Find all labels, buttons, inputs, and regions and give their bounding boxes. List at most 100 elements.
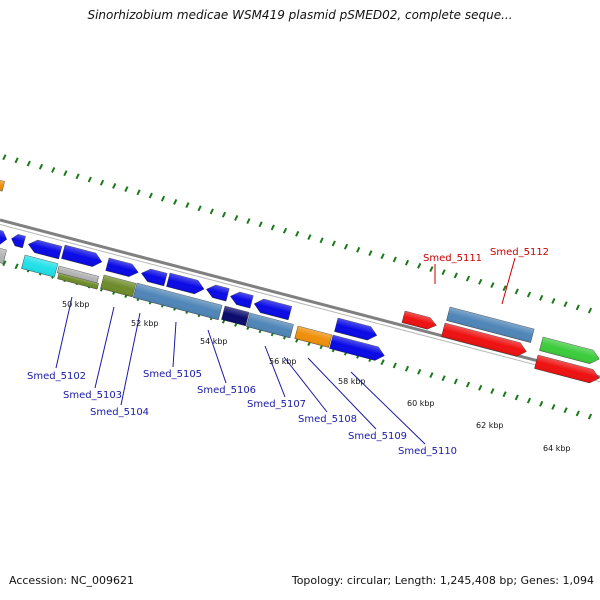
scale-tick <box>453 378 458 385</box>
gene-label: Smed_5106 <box>197 385 256 396</box>
scale-tick <box>404 259 410 266</box>
scale-tick <box>551 404 556 410</box>
scale-tick <box>539 294 544 301</box>
label-leader-line <box>207 329 227 384</box>
gene-feature <box>446 306 535 343</box>
gene-feature <box>105 257 139 277</box>
scale-tick <box>587 413 593 420</box>
scale-tick <box>197 205 202 212</box>
feature-shine <box>133 283 223 320</box>
gene-feature <box>21 254 59 278</box>
feature-shine <box>230 292 254 309</box>
scale-tick <box>453 272 458 279</box>
scale-tick <box>173 198 178 205</box>
gene-feature <box>61 244 103 267</box>
scale-label: 50 kbp <box>62 300 90 309</box>
scale-tick <box>429 266 434 272</box>
label-leader-line <box>120 312 141 406</box>
scale-tick <box>185 202 190 209</box>
scale-tick <box>148 192 153 199</box>
label-leaders <box>55 257 516 445</box>
scale-tick <box>417 262 422 269</box>
scale-tick <box>221 211 227 218</box>
gene-label: Smed_5107 <box>247 399 306 410</box>
feature-shine <box>334 318 377 341</box>
scale-tick <box>234 214 239 221</box>
gene-feature <box>230 291 254 309</box>
gene-feature <box>141 268 168 287</box>
scale-tick <box>551 298 556 304</box>
feature-shine <box>441 323 527 357</box>
feature-shine <box>294 326 332 348</box>
feature-shine <box>61 245 102 267</box>
accession-text: Accession: NC_009621 <box>9 574 135 587</box>
gene-feature <box>246 312 294 339</box>
scale-tick <box>380 253 385 260</box>
gene-feature <box>401 310 437 330</box>
gene-feature <box>329 334 385 361</box>
gene-feature <box>294 325 333 348</box>
gene-feature <box>28 239 63 260</box>
gene-label: Smed_5108 <box>298 414 357 425</box>
scale-tick <box>319 237 324 244</box>
scale-tick <box>441 269 446 276</box>
label-leader-line <box>94 306 115 389</box>
gene-feature <box>334 317 378 341</box>
gene-feature <box>206 284 230 302</box>
scale-tick <box>51 167 56 173</box>
scale-tick <box>112 182 117 189</box>
scale-label: 60 kbp <box>407 399 435 408</box>
gene-feature <box>0 178 5 192</box>
feature-shine <box>401 311 437 330</box>
gene-label: Smed_5105 <box>143 369 202 380</box>
scale-tick <box>368 250 373 256</box>
scale-label: 54 kbp <box>200 337 228 346</box>
gene-label: Smed_5112 <box>490 247 549 258</box>
scale-label: 52 kbp <box>131 319 159 328</box>
scale-tick <box>343 243 349 250</box>
gene-label: Smed_5111 <box>423 253 482 264</box>
feature-shine <box>254 299 292 320</box>
label-leader-line <box>55 296 73 369</box>
gene-label: Smed_5109 <box>348 431 407 442</box>
scale-tick <box>26 160 31 167</box>
scale-tick <box>2 154 7 161</box>
feature-shine <box>141 269 168 286</box>
backbone-shadow <box>0 224 600 383</box>
scale-tick <box>331 240 336 247</box>
scale-tick <box>575 304 580 311</box>
feature-shine <box>206 285 230 302</box>
gene-feature <box>100 274 137 298</box>
scale-tick <box>87 176 92 183</box>
scale-label: 58 kbp <box>338 377 366 386</box>
scale-tick <box>124 186 129 193</box>
scale-tick <box>2 260 7 267</box>
feature-shine <box>534 355 600 383</box>
scale-tick <box>490 282 495 288</box>
scale-tick <box>258 221 263 228</box>
gene-label: Smed_5102 <box>27 371 86 382</box>
label-leader-line <box>283 356 328 413</box>
scale-tick <box>99 179 105 186</box>
feature-shine <box>446 307 535 343</box>
scale-label: 62 kbp <box>476 421 504 430</box>
scale-label: 56 kbp <box>269 357 297 366</box>
feature-shine <box>28 240 62 259</box>
feature-shine <box>329 335 385 361</box>
scale-tick <box>38 163 44 170</box>
feature-shine <box>100 275 136 297</box>
scale-labels: 50 kbp 52 kbp 54 kbp 56 kbp 58 kbp 60 kbp 62 k… <box>62 300 571 453</box>
gene-feature <box>441 322 527 357</box>
scale-tick <box>514 394 519 401</box>
gene-label: Smed_5104 <box>90 407 149 418</box>
scale-tick <box>502 285 507 292</box>
scale-tick <box>514 288 519 295</box>
scale-tick <box>587 307 593 314</box>
label-leader-line <box>172 321 177 368</box>
gene-feature <box>132 282 223 321</box>
scale-tick <box>478 384 483 391</box>
scale-tick <box>160 195 166 202</box>
scale-tick <box>63 170 68 177</box>
feature-shine <box>539 337 600 364</box>
